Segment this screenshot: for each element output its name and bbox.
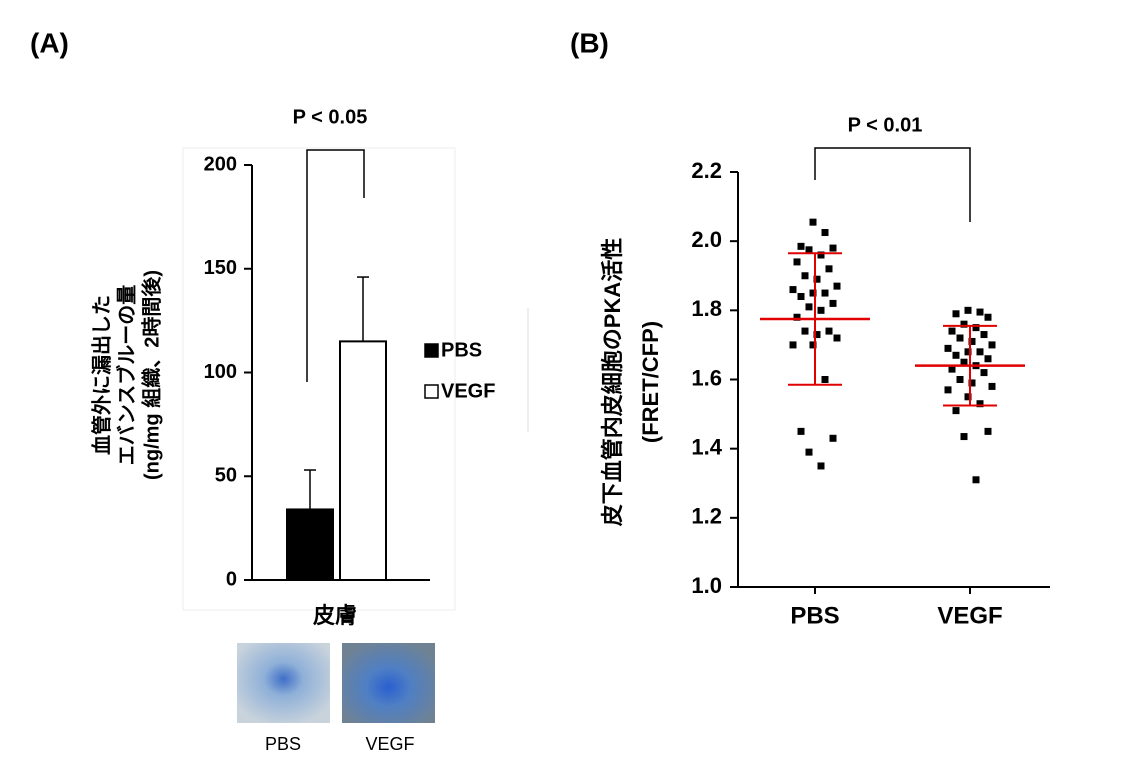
point bbox=[988, 341, 996, 349]
point bbox=[948, 365, 956, 373]
panel-label: (A) bbox=[30, 27, 69, 58]
point bbox=[793, 313, 801, 321]
point bbox=[960, 433, 968, 441]
point bbox=[952, 310, 960, 318]
point bbox=[813, 275, 821, 283]
point bbox=[960, 358, 968, 366]
y-tick-label: 1.2 bbox=[691, 504, 722, 529]
point bbox=[952, 407, 960, 415]
y-tick-label: 1.0 bbox=[691, 573, 722, 598]
point bbox=[789, 341, 797, 349]
point bbox=[972, 476, 980, 484]
y-label: エバンスブルーの量 bbox=[114, 285, 138, 466]
y-label: (ng/mg 組織、2時間後) bbox=[139, 270, 163, 480]
point bbox=[801, 327, 809, 335]
point bbox=[793, 258, 801, 266]
annotation: P < 0.01 bbox=[848, 114, 923, 136]
point bbox=[976, 348, 984, 356]
y-tick-label: 50 bbox=[215, 465, 237, 487]
point bbox=[817, 251, 825, 259]
point bbox=[801, 272, 809, 280]
point bbox=[960, 320, 968, 328]
point bbox=[805, 246, 813, 254]
point bbox=[956, 334, 964, 342]
point bbox=[944, 386, 952, 394]
y-label: 血管外に漏出した bbox=[89, 295, 113, 455]
point bbox=[829, 244, 837, 252]
point bbox=[964, 393, 972, 401]
point bbox=[984, 313, 992, 321]
annotation: P < 0.05 bbox=[293, 106, 368, 128]
point bbox=[825, 327, 833, 335]
significance-bracket bbox=[814, 147, 971, 222]
bar bbox=[339, 340, 387, 581]
point bbox=[797, 293, 805, 300]
legend-label: VEGF bbox=[441, 380, 495, 402]
significance-bracket bbox=[306, 149, 365, 382]
y-tick-label: 1.4 bbox=[691, 434, 722, 459]
point bbox=[813, 331, 821, 339]
point bbox=[805, 448, 813, 456]
point bbox=[825, 265, 833, 273]
point bbox=[821, 289, 829, 297]
point bbox=[984, 355, 992, 363]
x-label: 皮膚 bbox=[313, 603, 357, 628]
point bbox=[972, 324, 980, 332]
y-tick-label: 200 bbox=[204, 153, 237, 175]
plot-frame bbox=[182, 147, 456, 611]
point bbox=[944, 344, 952, 352]
point bbox=[817, 306, 825, 314]
point bbox=[833, 334, 841, 342]
panel-label: (B) bbox=[570, 27, 609, 58]
point bbox=[964, 348, 972, 356]
point bbox=[805, 303, 813, 311]
y-tick-label: 0 bbox=[226, 568, 237, 590]
y-tick-label: 2.0 bbox=[691, 227, 722, 252]
point bbox=[980, 331, 988, 339]
point bbox=[968, 337, 976, 345]
point bbox=[956, 376, 964, 383]
y-label: 皮下血管内皮細胞のPKA活性 bbox=[600, 238, 625, 526]
x-tick-label: PBS bbox=[790, 602, 839, 629]
point bbox=[789, 286, 797, 294]
legend-swatch bbox=[424, 384, 439, 399]
image-label: PBS bbox=[265, 734, 301, 754]
point bbox=[821, 229, 829, 237]
y-tick-label: 150 bbox=[204, 257, 237, 279]
point bbox=[829, 299, 837, 307]
y-label: (FRET/CFP) bbox=[638, 321, 663, 443]
photo-vegf bbox=[342, 643, 435, 723]
legend-label: PBS bbox=[441, 339, 482, 361]
image-label: VEGF bbox=[365, 734, 414, 754]
point bbox=[821, 376, 829, 383]
photo-pbs bbox=[237, 643, 330, 723]
point bbox=[829, 434, 837, 442]
point bbox=[968, 379, 976, 387]
legend-swatch bbox=[424, 343, 439, 358]
point bbox=[948, 327, 956, 335]
y-tick-label: 1.8 bbox=[691, 296, 722, 321]
point bbox=[809, 289, 817, 297]
y-tick-label: 100 bbox=[204, 361, 237, 383]
bar bbox=[286, 508, 334, 582]
point bbox=[976, 400, 984, 408]
point bbox=[980, 369, 988, 377]
point bbox=[988, 382, 996, 390]
y-tick-label: 2.2 bbox=[691, 158, 722, 183]
point bbox=[797, 242, 805, 250]
point bbox=[984, 427, 992, 435]
point bbox=[976, 308, 984, 316]
y-tick-label: 1.6 bbox=[691, 365, 722, 390]
point bbox=[964, 306, 972, 314]
point bbox=[809, 218, 817, 226]
point bbox=[952, 351, 960, 359]
point bbox=[833, 282, 841, 290]
point bbox=[797, 427, 805, 435]
point bbox=[809, 341, 817, 349]
x-tick-label: VEGF bbox=[937, 602, 1002, 629]
point bbox=[817, 462, 825, 470]
